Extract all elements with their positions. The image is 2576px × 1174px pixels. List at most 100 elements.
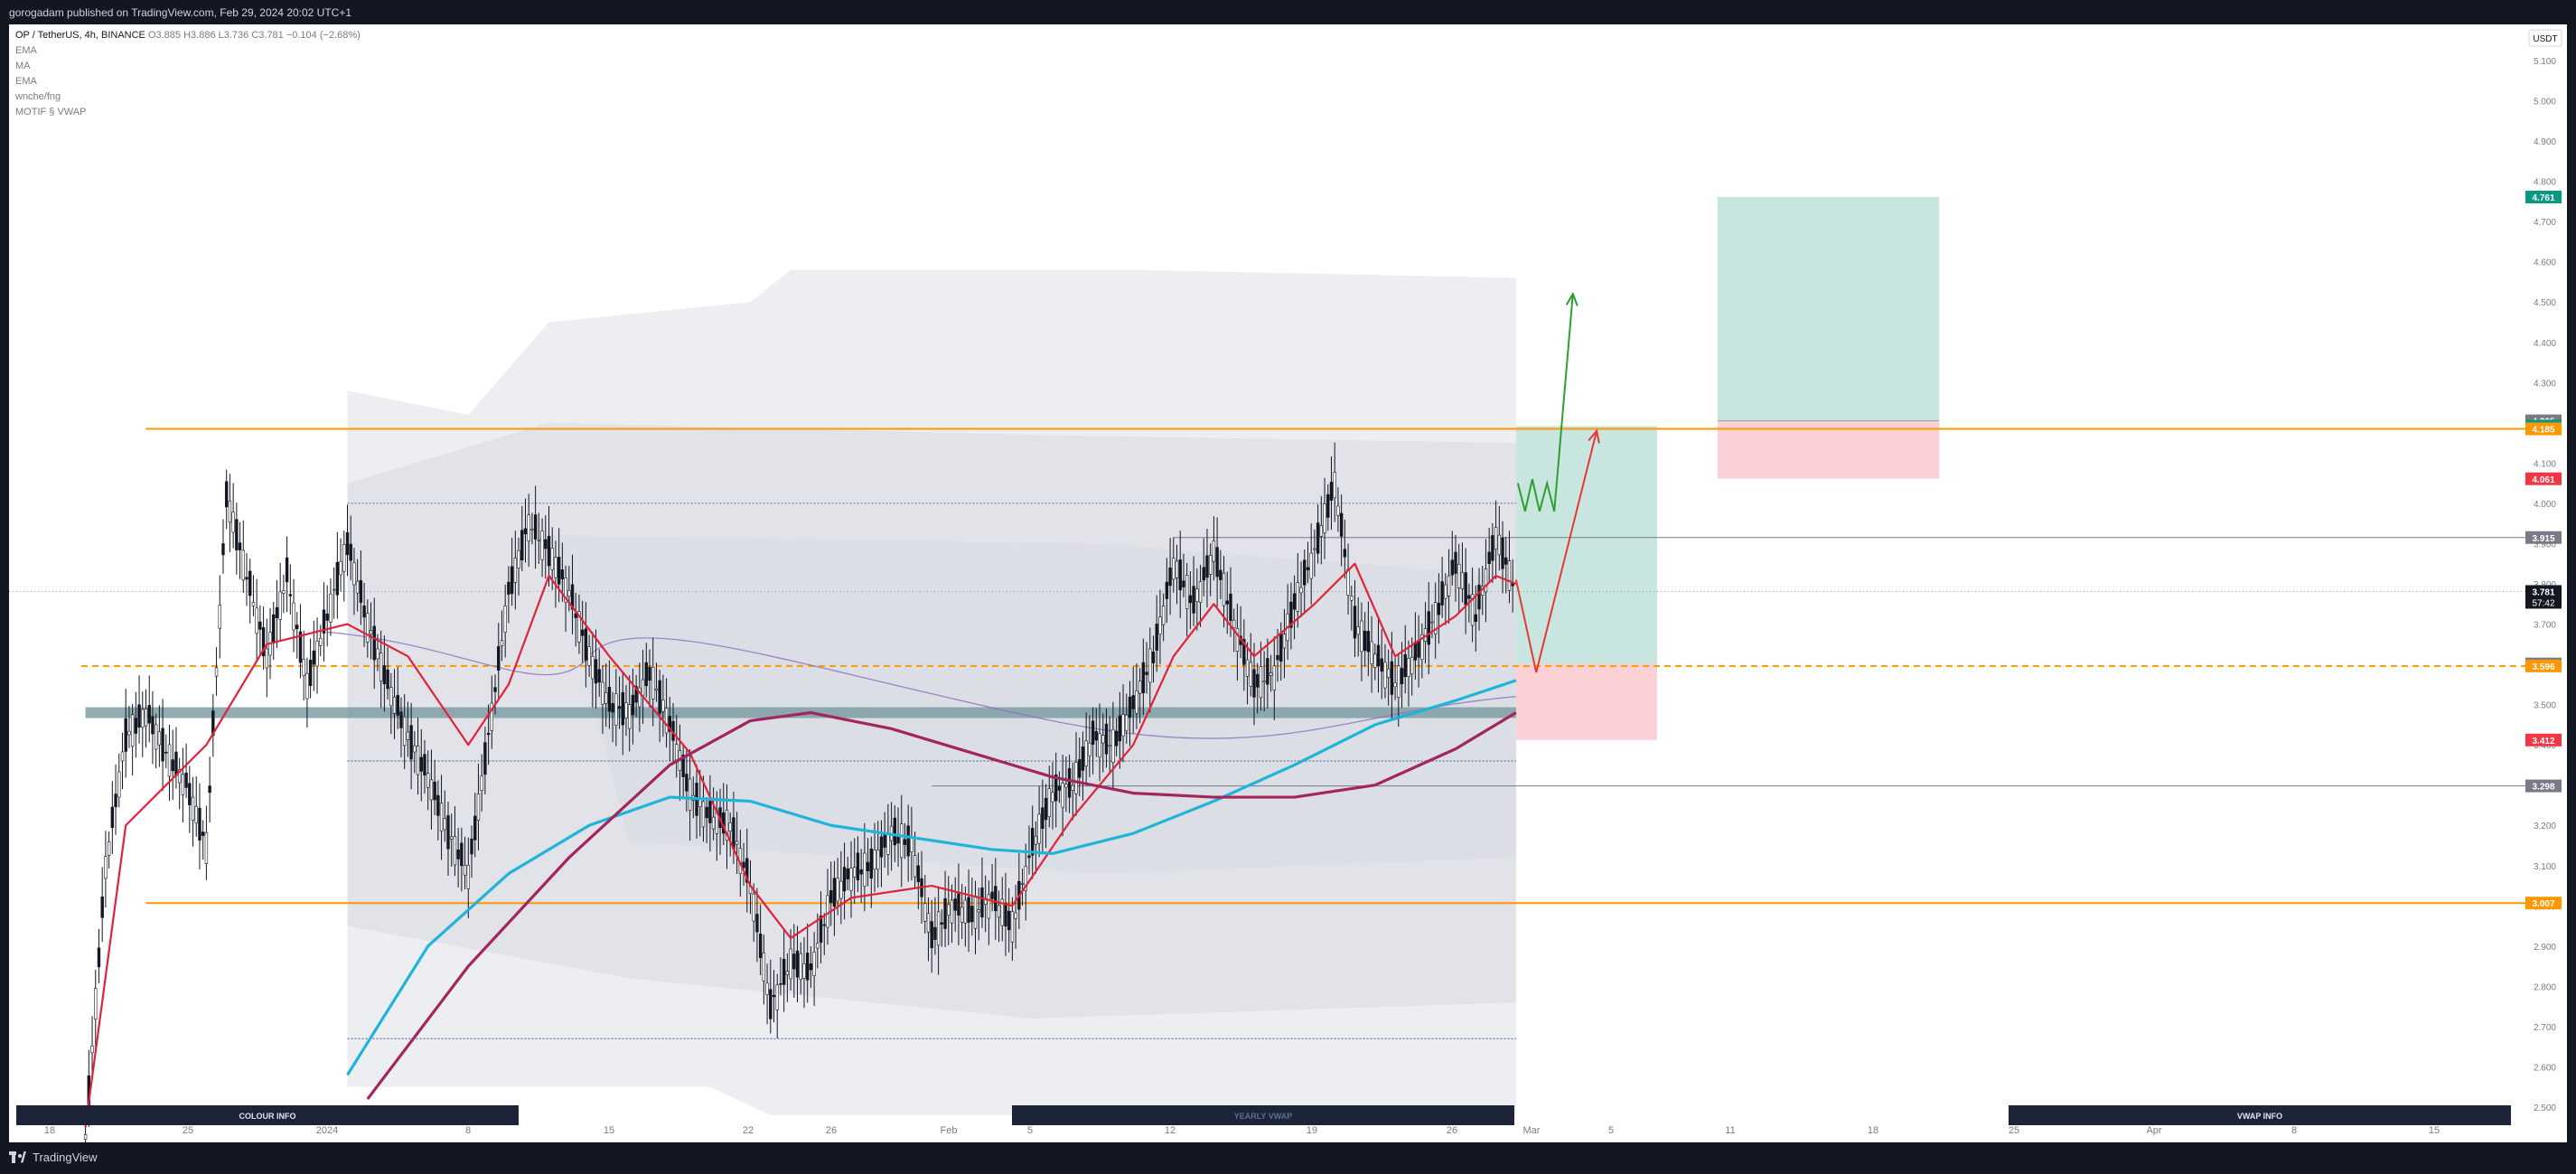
price-label-tag[interactable]	[2525, 531, 2562, 544]
candle-body	[591, 656, 595, 680]
trade-box-target-zone[interactable]	[1717, 196, 1940, 421]
price-label-text: 3.007	[2532, 899, 2554, 909]
ma-line[interactable]	[346, 679, 1517, 1076]
candle-body	[849, 868, 853, 891]
candle-body	[151, 716, 155, 735]
candle-body	[470, 838, 473, 855]
chart-area[interactable]: COLOUR INFO YEARLY VWAP VWAP INFO 5.100 5.00…	[9, 24, 2567, 1142]
candle-body	[1279, 633, 1283, 662]
candle-body	[574, 613, 577, 618]
tradingview-logo[interactable]: TradingView	[9, 1151, 98, 1164]
candle-body	[1329, 482, 1334, 501]
tradingview-logo-icon	[9, 1151, 27, 1164]
ema-slow-line[interactable]	[366, 710, 1517, 1101]
candle-body	[124, 718, 127, 752]
price-chart[interactable]: COLOUR INFO YEARLY VWAP VWAP INFO 5.100 5.00…	[9, 24, 2567, 1142]
candle-body	[654, 688, 659, 691]
candle-body	[1494, 527, 1498, 550]
candle-body	[325, 613, 329, 621]
currency-tag[interactable]	[2528, 29, 2562, 47]
ema-fast-line[interactable]	[84, 562, 1517, 1128]
candle-body	[627, 704, 632, 729]
candle-body	[1161, 606, 1166, 625]
candle-body	[1430, 621, 1434, 624]
candle-body	[597, 669, 601, 683]
candle-body	[1464, 572, 1467, 606]
candle-body	[1205, 555, 1209, 578]
price-label-tag[interactable]	[2525, 422, 2562, 436]
candle-body	[745, 858, 749, 883]
support-zone-band[interactable]	[85, 707, 1557, 718]
x-tick-label: 11	[1725, 1125, 1735, 1136]
y-tick-label: 2.600	[2534, 1063, 2556, 1073]
candle-body	[728, 822, 732, 831]
candle-body	[1383, 662, 1387, 689]
legend-indicator-ema-slow[interactable]: EMA	[15, 76, 37, 87]
price-label-tag[interactable]	[2525, 897, 2562, 910]
candle-body	[429, 779, 434, 801]
candle-body	[1360, 620, 1363, 653]
legend-indicator-ma[interactable]: MA	[15, 61, 31, 71]
price-label-tag[interactable]	[2525, 472, 2562, 485]
up-projection-arrow[interactable]	[1516, 294, 1574, 512]
candle-body	[1101, 735, 1105, 744]
candle-body	[439, 803, 444, 831]
candle-body	[685, 774, 688, 792]
price-label-tag[interactable]	[2525, 659, 2562, 672]
candle-body	[1303, 559, 1307, 586]
down-then-up-projection-arrow[interactable]	[1514, 430, 1598, 673]
candle-body	[1380, 658, 1383, 672]
candle-body	[990, 891, 994, 899]
candle-body	[1000, 898, 1004, 926]
candle-body	[503, 606, 507, 634]
trade-box-stop-zone[interactable]	[1717, 420, 1940, 479]
candle-body	[1397, 665, 1400, 698]
price-label-tag[interactable]	[2525, 585, 2562, 609]
candle-body	[1188, 595, 1193, 604]
info-box-2[interactable]	[1012, 1105, 1514, 1125]
candle-body	[1306, 567, 1310, 570]
candle-body	[1474, 614, 1478, 623]
candle-body	[611, 703, 614, 713]
y-tick-label: 3.900	[2534, 540, 2556, 549]
y-tick-label: 2.900	[2534, 943, 2556, 953]
candle-body	[1450, 559, 1454, 576]
vwap-line	[327, 631, 1516, 739]
candle-body	[312, 650, 316, 665]
price-label-text: 3.412	[2532, 737, 2554, 747]
candle-body	[789, 948, 792, 980]
candle-body	[141, 709, 145, 728]
candle-body	[1081, 747, 1085, 771]
candle-body	[1168, 567, 1172, 587]
long-position-stop-zone[interactable]	[1515, 663, 1657, 740]
candle-body	[355, 580, 360, 594]
long-position-target-zone[interactable]	[1515, 426, 1657, 664]
candle-body	[171, 759, 174, 772]
legend-indicator-wnche[interactable]: wnche/fng	[15, 91, 61, 102]
candle-body	[1460, 572, 1465, 589]
candle-body	[1353, 606, 1357, 639]
candle-body	[651, 666, 655, 700]
legend-symbol[interactable]: OP / TetherUS, 4h, BINANCE	[15, 30, 145, 41]
candle-body	[419, 756, 423, 772]
info-box-1[interactable]	[16, 1105, 519, 1125]
legend-indicator-vwap[interactable]: MOTIF § VWAP	[15, 107, 87, 117]
candle-body	[567, 589, 571, 597]
candle-body	[463, 865, 467, 876]
legend-indicator-ema-fast[interactable]: EMA	[15, 45, 37, 56]
candle-body	[1071, 784, 1075, 791]
candle-body	[486, 732, 491, 736]
price-label-tag[interactable]	[2525, 779, 2562, 793]
price-label-tag[interactable]	[2525, 190, 2562, 203]
candle-body	[204, 831, 209, 864]
candle-body	[157, 731, 162, 746]
candle-body	[1064, 784, 1068, 788]
price-label-tag[interactable]	[2525, 733, 2562, 747]
x-tick-label: 19	[1307, 1125, 1317, 1136]
candle-body	[1175, 560, 1179, 578]
candle-body	[1370, 641, 1373, 664]
candle-body	[1091, 720, 1095, 745]
candle-body	[557, 557, 561, 585]
candle-body	[480, 775, 483, 791]
info-box-3[interactable]	[2009, 1105, 2511, 1125]
